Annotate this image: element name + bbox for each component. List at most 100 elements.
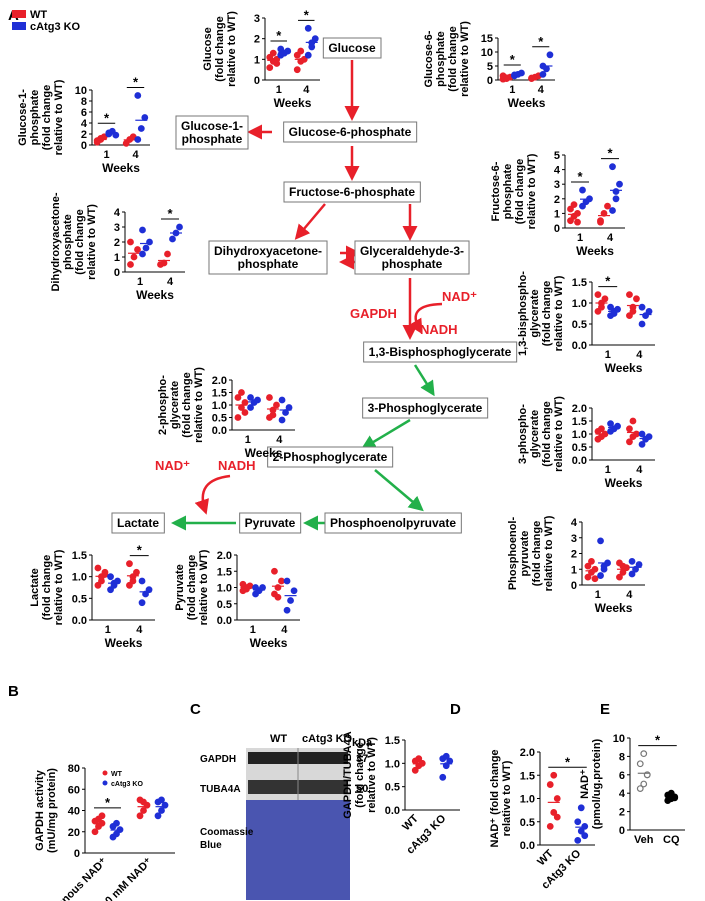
data-point bbox=[238, 389, 245, 396]
pathway-label: Lactate bbox=[117, 516, 159, 530]
y-axis-label: (fold change bbox=[214, 16, 226, 81]
data-point bbox=[550, 809, 558, 816]
data-point bbox=[126, 560, 133, 568]
x-tick-label: 4 bbox=[636, 464, 643, 476]
data-point bbox=[539, 70, 547, 78]
x-tick-label: 4 bbox=[636, 349, 643, 361]
y-tick-label: 2.0 bbox=[520, 747, 535, 759]
y-tick-label: 0.5 bbox=[217, 599, 232, 611]
data-point bbox=[645, 308, 653, 315]
data-point bbox=[616, 180, 623, 188]
cofactor-label: NADH bbox=[420, 322, 458, 337]
y-axis-label: (fold change bbox=[541, 281, 553, 346]
data-point bbox=[311, 35, 319, 43]
y-axis-label: (fold change bbox=[41, 555, 53, 620]
y-tick-label: 8 bbox=[619, 751, 625, 763]
sig-label: * bbox=[276, 28, 282, 43]
data-point bbox=[297, 47, 305, 55]
y-tick-label: 3 bbox=[114, 222, 120, 234]
pathway-node bbox=[175, 115, 249, 150]
data-point bbox=[610, 310, 618, 317]
y-tick-label: 4 bbox=[554, 165, 561, 177]
y-tick-label: 1.5 bbox=[572, 416, 587, 428]
legend-swatch bbox=[12, 10, 26, 18]
data-point bbox=[633, 295, 640, 303]
data-point bbox=[607, 303, 614, 311]
data-point bbox=[113, 819, 120, 827]
y-axis-label: Dihydroxyacetone- bbox=[50, 192, 62, 291]
data-point bbox=[287, 597, 294, 604]
pathway-arrows bbox=[171, 60, 443, 531]
blot-size: 50 bbox=[356, 783, 368, 795]
x-tick-label: 4 bbox=[281, 624, 288, 636]
y-tick-label: 10 bbox=[481, 47, 493, 59]
panel-label: B bbox=[8, 683, 19, 700]
y-tick-label: 0.5 bbox=[520, 817, 535, 829]
y-tick-label: 0.0 bbox=[520, 840, 535, 852]
x-tick-label: 1 bbox=[577, 232, 583, 244]
data-point bbox=[629, 308, 637, 315]
x-axis-label: Weeks bbox=[605, 361, 643, 375]
pathway-node bbox=[283, 121, 418, 143]
data-point bbox=[293, 66, 301, 74]
data-point bbox=[609, 207, 616, 214]
y-axis-label: pyruvate bbox=[519, 531, 531, 577]
data-point bbox=[546, 823, 554, 830]
y-axis-label: phosphate bbox=[502, 164, 514, 220]
y-tick-label: 1 bbox=[254, 54, 260, 66]
pathway-label: 1,3-Bisphosphoglycerate bbox=[369, 345, 512, 359]
data-point bbox=[129, 577, 137, 585]
data-point bbox=[98, 812, 106, 820]
data-point bbox=[640, 750, 648, 758]
data-point bbox=[273, 401, 280, 409]
y-tick-label: 40 bbox=[68, 806, 80, 818]
data-point bbox=[140, 807, 147, 814]
y-axis-label: Fructose-6- bbox=[490, 161, 502, 221]
y-tick-label: 2.0 bbox=[572, 403, 587, 415]
data-point bbox=[546, 51, 554, 59]
x-axis-label: Weeks bbox=[508, 96, 546, 110]
pathway-node bbox=[267, 446, 394, 468]
pathway-node bbox=[208, 240, 328, 275]
x-axis-label: Weeks bbox=[274, 96, 312, 110]
legend-label: WT bbox=[111, 771, 123, 778]
western-blot bbox=[246, 748, 350, 900]
y-axis-label: relative to WT) bbox=[553, 275, 565, 351]
y-axis-label: (fold change bbox=[531, 521, 543, 586]
y-axis-label: relative to WT) bbox=[53, 79, 65, 155]
blot-row: TUBA4A bbox=[200, 784, 241, 795]
x-axis-label: Weeks bbox=[245, 446, 283, 460]
data-point bbox=[612, 195, 620, 203]
y-tick-label: 0 bbox=[254, 75, 260, 87]
data-point bbox=[273, 60, 281, 67]
y-tick-label: 0.5 bbox=[72, 593, 87, 605]
data-point bbox=[138, 599, 146, 607]
data-point bbox=[626, 291, 633, 299]
y-axis-label: phosphate bbox=[435, 31, 447, 87]
x-tick-label: 1 bbox=[250, 624, 256, 636]
data-point bbox=[137, 125, 145, 132]
x-tick-label: 4 bbox=[132, 149, 139, 161]
data-point bbox=[567, 205, 574, 213]
legend-swatch bbox=[12, 22, 26, 30]
data-point bbox=[274, 584, 282, 591]
data-point bbox=[577, 827, 585, 835]
data-point bbox=[553, 795, 561, 802]
y-tick-label: 6 bbox=[619, 770, 625, 782]
sig-label: * bbox=[133, 75, 139, 90]
data-point bbox=[546, 781, 554, 788]
data-point bbox=[142, 244, 150, 252]
data-point bbox=[640, 780, 648, 788]
y-tick-label: 1.0 bbox=[572, 429, 587, 441]
y-tick-label: 8 bbox=[81, 96, 87, 108]
sig-label: * bbox=[510, 52, 516, 67]
data-point bbox=[142, 590, 149, 598]
data-point bbox=[616, 573, 623, 581]
data-point bbox=[107, 573, 114, 581]
data-point bbox=[293, 51, 301, 59]
y-tick-label: 15 bbox=[481, 33, 493, 45]
y-axis-label: phosphate bbox=[62, 214, 74, 270]
panel-label: D bbox=[450, 701, 461, 718]
y-tick-label: 1.5 bbox=[520, 770, 535, 782]
y-tick-label: 1.5 bbox=[572, 277, 587, 289]
